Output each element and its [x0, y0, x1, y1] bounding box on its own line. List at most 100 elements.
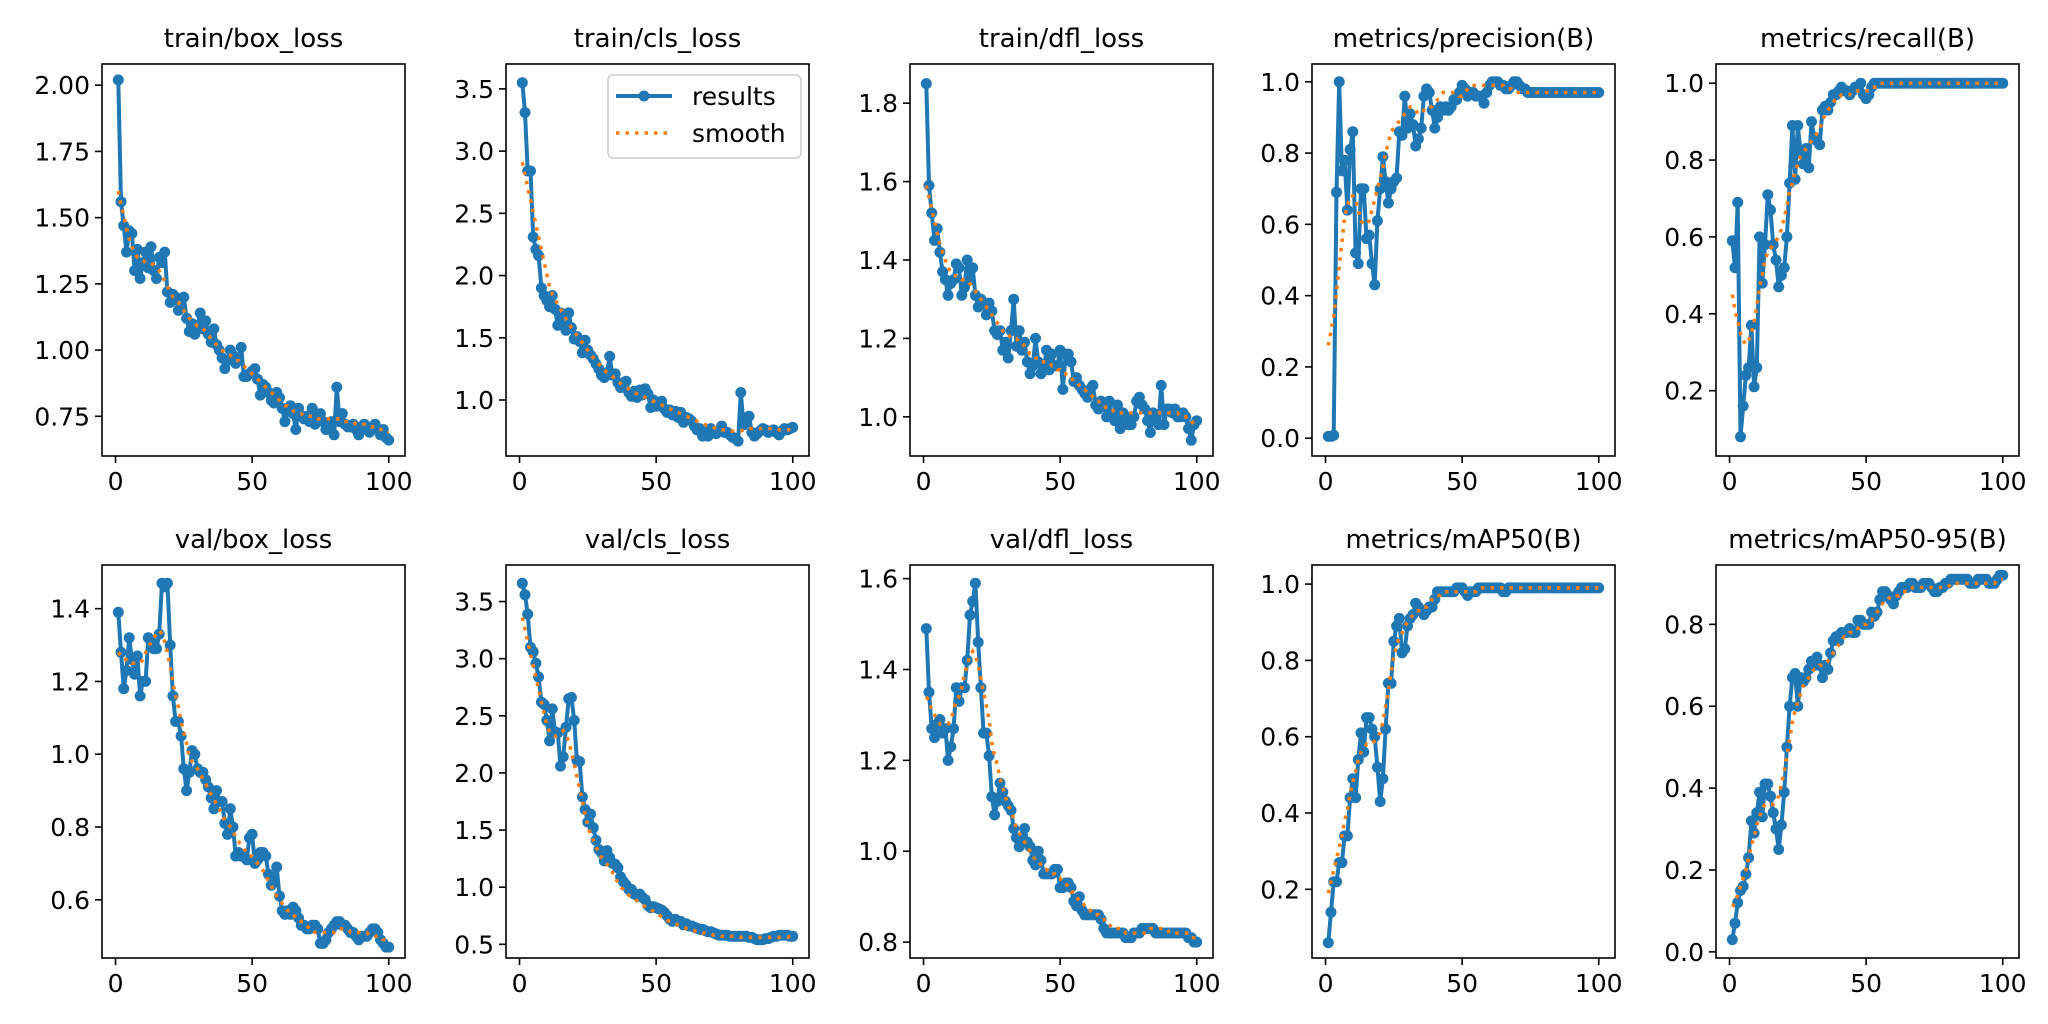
- y-tick-label: 0.8: [858, 928, 898, 957]
- data-point-results: [1740, 868, 1752, 880]
- data-point-results: [620, 375, 632, 387]
- y-tick-label: 0.8: [1664, 146, 1704, 175]
- y-tick-label: 0.0: [1664, 938, 1704, 967]
- y-tick-label: 0.2: [1664, 377, 1704, 406]
- data-point-results: [1407, 119, 1419, 131]
- data-point-results: [787, 930, 799, 942]
- x-tick-label: 50: [1446, 467, 1478, 496]
- data-point-results: [224, 803, 236, 815]
- data-point-results: [1732, 196, 1744, 208]
- plot-area: [920, 78, 1203, 446]
- legend-results-marker-icon: [638, 90, 650, 102]
- data-point-results: [1358, 183, 1370, 195]
- data-point-results: [942, 289, 954, 301]
- data-point-results: [1336, 165, 1348, 177]
- y-tick-label: 0.6: [1664, 692, 1704, 721]
- chart-title: train/dfl_loss: [979, 24, 1144, 54]
- chart-title: metrics/mAP50(B): [1345, 525, 1581, 555]
- y-tick-label: 1.4: [858, 655, 898, 684]
- series-line-smooth: [116, 627, 391, 945]
- y-tick-label: 1.0: [1260, 570, 1300, 599]
- x-tick-label: 50: [1044, 467, 1076, 496]
- y-tick-label: 1.25: [34, 270, 90, 299]
- chart-panel-metrics-map50-95-b: metrics/mAP50-95(B) 0 50 100 0.0 0.2 0.4 0.6 0.8: [1664, 525, 2026, 998]
- data-point-results: [516, 577, 528, 589]
- x-tick-label: 0: [108, 467, 124, 496]
- data-point-results: [1369, 279, 1381, 291]
- data-point-results: [920, 623, 932, 635]
- data-point-results: [145, 241, 157, 253]
- axes-frame: [505, 63, 810, 457]
- data-point-results: [1109, 415, 1121, 427]
- data-point-results: [1087, 379, 1099, 391]
- data-point-results: [519, 589, 531, 601]
- data-point-results: [1729, 262, 1741, 274]
- y-tick-label: 0.5: [454, 930, 494, 959]
- y-tick-label: 3.0: [454, 137, 494, 166]
- data-point-results: [1415, 122, 1427, 134]
- chart-panel-train-dfl-loss: train/dfl_loss 0 50 100 1.0 1.2 1.4 1.6 1.8: [858, 24, 1220, 496]
- data-point-results: [1322, 937, 1334, 949]
- data-point-results: [948, 274, 960, 286]
- data-point-results: [208, 323, 220, 335]
- legend: results smooth: [607, 74, 802, 159]
- chart-title: val/cls_loss: [585, 525, 731, 555]
- y-tick-label: 1.0: [454, 873, 494, 902]
- data-point-results: [331, 381, 343, 393]
- y-tick-label: 0.2: [1260, 353, 1300, 382]
- data-point-results: [525, 165, 536, 177]
- x-tick-label: 100: [769, 969, 817, 998]
- y-tick-label: 0.2: [1260, 875, 1300, 904]
- y-tick-label: 0.4: [1664, 300, 1704, 329]
- series-line-smooth: [1326, 586, 1599, 894]
- series-line-results: [1326, 585, 1599, 943]
- x-tick-label: 0: [916, 467, 932, 496]
- data-point-results: [1344, 144, 1356, 155]
- data-point-results: [1371, 215, 1383, 227]
- y-tick-label: 1.5: [454, 816, 494, 845]
- data-point-results: [533, 671, 545, 683]
- x-tick-label: 50: [640, 467, 672, 496]
- data-point-results: [590, 834, 602, 846]
- data-point-results: [290, 424, 302, 435]
- chart-panel-metrics-precision-b: metrics/precision(B) 0 50 100 0.0 0.2 0.4 0.6 0.…: [1260, 24, 1622, 496]
- series-line-smooth: [116, 190, 389, 434]
- data-point-results: [1371, 761, 1383, 773]
- data-point-results: [126, 228, 138, 239]
- chart-title: metrics/recall(B): [1760, 24, 1975, 54]
- data-point-results: [574, 756, 586, 767]
- data-point-results: [527, 646, 539, 658]
- data-point-results: [1347, 126, 1359, 138]
- plot-area: [516, 577, 799, 946]
- plot-area: [1726, 569, 2009, 946]
- data-point-results: [961, 254, 973, 266]
- x-tick-label: 100: [1979, 467, 2027, 496]
- data-point-results: [118, 683, 130, 695]
- x-tick-label: 0: [1318, 467, 1334, 496]
- data-point-results: [115, 646, 127, 658]
- data-point-results: [1355, 727, 1367, 739]
- data-point-results: [131, 650, 143, 662]
- data-point-results: [1754, 786, 1766, 798]
- y-tick-label: 1.0: [1664, 69, 1704, 98]
- data-point-results: [1366, 258, 1378, 270]
- data-point-results: [246, 828, 258, 840]
- data-point-results: [1762, 189, 1774, 201]
- plot-area: [516, 77, 799, 447]
- data-point-results: [983, 750, 995, 762]
- data-point-results: [1331, 186, 1342, 198]
- data-point-results: [1825, 647, 1837, 659]
- data-point-results: [241, 854, 253, 866]
- data-point-results: [991, 795, 1003, 807]
- axes-frame: [1715, 63, 2020, 457]
- data-point-results: [268, 872, 280, 884]
- series-line-smooth: [520, 617, 793, 940]
- y-tick-label: 0.4: [1260, 799, 1300, 828]
- data-point-results: [934, 246, 946, 258]
- data-point-results: [1341, 830, 1353, 842]
- x-tick-label: 0: [1318, 969, 1334, 998]
- data-point-results: [1019, 823, 1031, 834]
- data-point-results: [546, 703, 558, 715]
- data-point-results: [1363, 229, 1375, 241]
